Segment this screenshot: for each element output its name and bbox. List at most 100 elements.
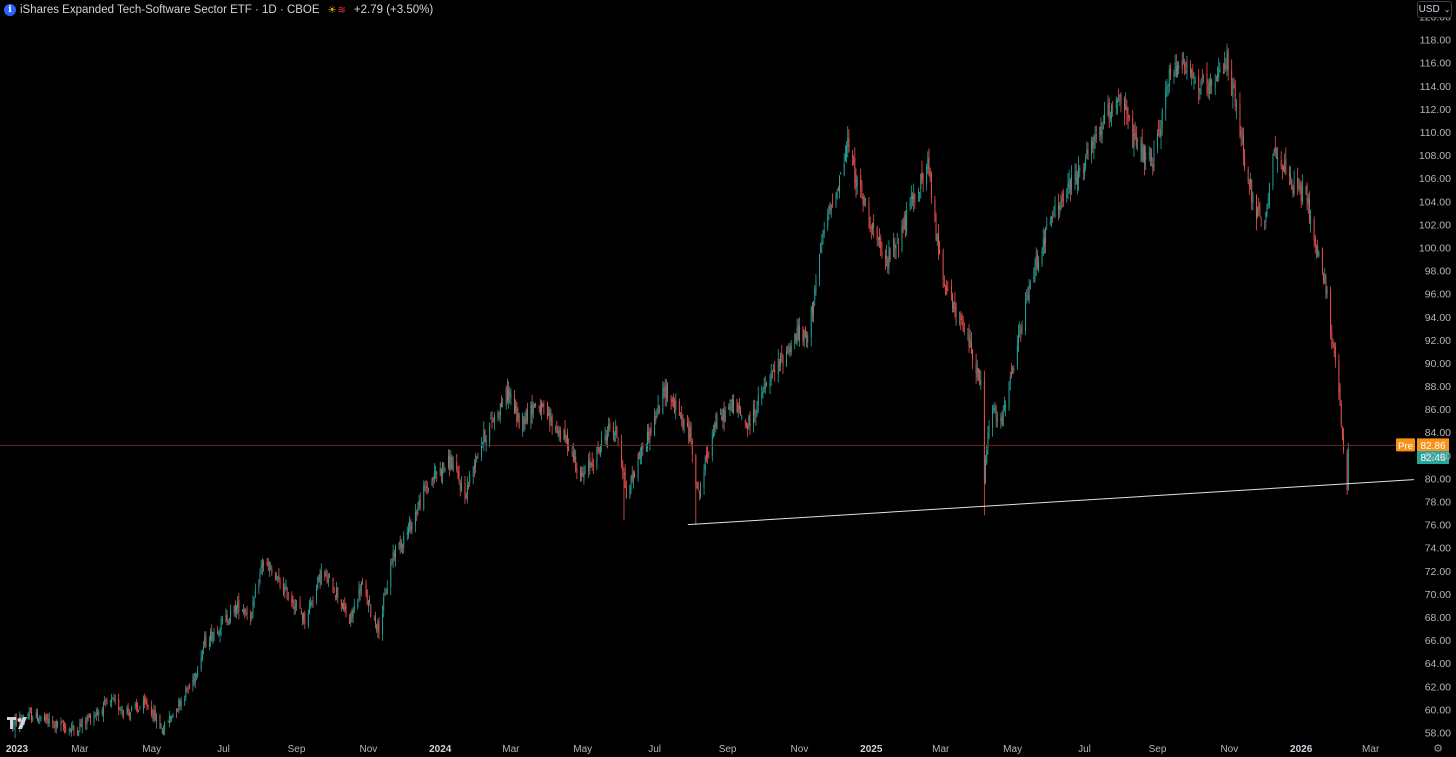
candle-body bbox=[131, 707, 133, 711]
candle-body bbox=[642, 445, 644, 450]
candle-body bbox=[778, 362, 780, 363]
candle-body bbox=[766, 383, 767, 385]
candle-body bbox=[913, 194, 915, 203]
candle-body bbox=[316, 585, 318, 601]
candle-body bbox=[93, 715, 95, 722]
support-trendline[interactable] bbox=[687, 479, 1415, 526]
candle-body bbox=[773, 368, 774, 371]
candle-body bbox=[1182, 63, 1184, 65]
candle-body bbox=[986, 449, 988, 463]
candle-body bbox=[662, 387, 664, 414]
price-tick-label: 92.00 bbox=[1425, 335, 1451, 347]
candle-body bbox=[398, 542, 400, 544]
candle-body bbox=[810, 306, 812, 338]
info-icon[interactable]: i bbox=[4, 4, 16, 16]
time-axis[interactable]: 2023 Mar May Jul Sep Nov 2024 Mar May Jul Sep Nov 20… bbox=[6, 744, 1380, 755]
candle-body bbox=[1307, 197, 1309, 204]
time-tick-label: Sep bbox=[1149, 744, 1167, 755]
candle-body bbox=[1046, 224, 1048, 226]
candle-body bbox=[311, 602, 313, 604]
candle-body bbox=[119, 708, 121, 710]
candle-body bbox=[459, 483, 461, 491]
candle-body bbox=[762, 392, 764, 394]
price-tick-label: 100.00 bbox=[1419, 242, 1451, 254]
candle-body bbox=[1109, 116, 1111, 119]
candle-body bbox=[955, 306, 957, 323]
candle-body bbox=[168, 716, 170, 724]
candle-body bbox=[208, 643, 210, 647]
last-price-value: 82.46 bbox=[1420, 453, 1445, 464]
candle-body bbox=[1275, 156, 1277, 158]
candlestick-series bbox=[12, 43, 1349, 739]
candle-body bbox=[432, 476, 434, 481]
candle-body bbox=[1306, 184, 1308, 201]
candle-body bbox=[502, 406, 504, 408]
candle-body bbox=[146, 702, 148, 707]
candle-body bbox=[877, 238, 879, 241]
candle-body bbox=[967, 332, 969, 334]
candle-body bbox=[522, 414, 524, 432]
price-tick-label: 68.00 bbox=[1425, 612, 1451, 624]
candle-body bbox=[1076, 177, 1078, 184]
currency-dropdown[interactable]: USD ⌄ bbox=[1417, 1, 1452, 18]
candle-body bbox=[1190, 64, 1191, 73]
sun-icon: ☀ bbox=[327, 4, 337, 16]
candle-body bbox=[576, 468, 578, 474]
candle-body bbox=[1202, 77, 1204, 78]
candle-body bbox=[1120, 93, 1122, 101]
candle-body bbox=[532, 405, 534, 415]
candle-body bbox=[713, 432, 714, 436]
candle-body bbox=[1240, 131, 1242, 138]
candle-body bbox=[697, 485, 699, 491]
candle-body bbox=[399, 540, 401, 549]
candle-body bbox=[1267, 203, 1269, 205]
gear-icon[interactable]: ⚙ bbox=[1433, 742, 1443, 755]
candle-body bbox=[601, 438, 603, 446]
candle-body bbox=[458, 472, 460, 482]
candle-body bbox=[294, 606, 296, 608]
candle-body bbox=[893, 239, 895, 257]
candle-body bbox=[616, 425, 618, 438]
time-tick-label: May bbox=[142, 744, 161, 755]
time-tick-label: Nov bbox=[1220, 744, 1238, 755]
candle-body bbox=[881, 252, 883, 257]
candle-body bbox=[386, 587, 388, 594]
candle-body bbox=[754, 408, 756, 415]
candle-body bbox=[579, 470, 581, 477]
candle-body bbox=[340, 599, 342, 606]
candle-body bbox=[110, 700, 111, 702]
candle-body bbox=[184, 699, 186, 701]
symbol-title[interactable]: iShares Expanded Tech-Software Sector ET… bbox=[20, 4, 320, 16]
candle-body bbox=[291, 596, 293, 603]
candle-body bbox=[733, 399, 734, 413]
candle-body bbox=[1127, 118, 1129, 120]
candle-body bbox=[1151, 156, 1153, 160]
candle-body bbox=[1112, 106, 1114, 108]
candle-body bbox=[1334, 346, 1336, 361]
candle-body bbox=[1137, 149, 1138, 151]
candle-body bbox=[385, 593, 387, 595]
candle-body bbox=[574, 456, 575, 460]
candle-body bbox=[1145, 152, 1147, 161]
candle-body bbox=[978, 369, 979, 372]
candle-body bbox=[1248, 182, 1250, 187]
candle-body bbox=[213, 632, 215, 636]
candle-body bbox=[138, 709, 140, 711]
candle-body bbox=[724, 410, 726, 422]
candle-body bbox=[599, 446, 601, 455]
price-axis[interactable]: 58.00 60.00 62.00 64.00 66.00 68.00 70.00 72.00… bbox=[1419, 12, 1451, 740]
candle-body bbox=[822, 234, 824, 238]
candle-body bbox=[624, 472, 626, 488]
candle-body bbox=[95, 714, 97, 716]
candle-body bbox=[1000, 418, 1002, 421]
candle-body bbox=[1258, 205, 1260, 211]
candle-body bbox=[1043, 237, 1045, 247]
tradingview-logo[interactable] bbox=[7, 716, 31, 730]
candle-body bbox=[286, 587, 288, 600]
candle-body bbox=[296, 603, 298, 605]
candle-body bbox=[426, 486, 428, 488]
candle-body bbox=[481, 445, 482, 457]
candle-body bbox=[848, 138, 850, 152]
candle-body bbox=[843, 163, 845, 176]
